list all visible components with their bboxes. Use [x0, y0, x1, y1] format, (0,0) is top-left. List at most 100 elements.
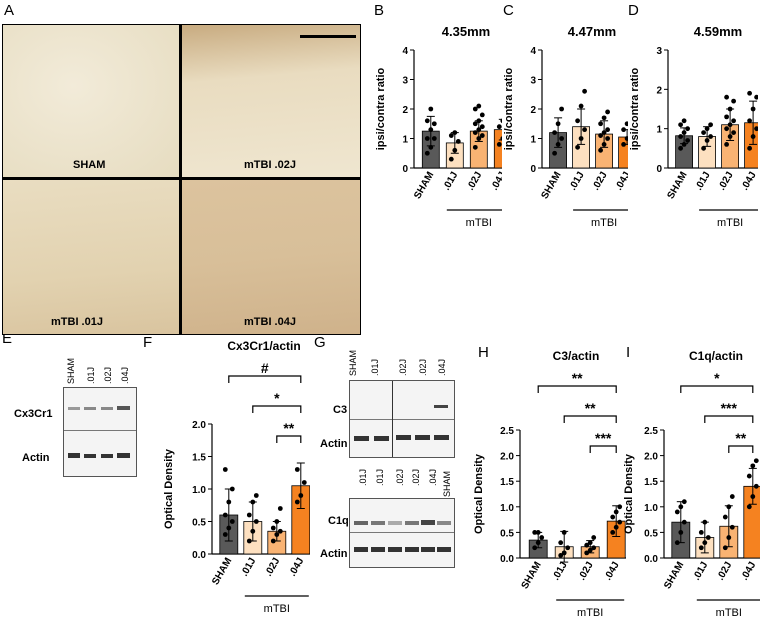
- y-tick-label: 0: [530, 164, 536, 175]
- y-tick-label: 1.0: [644, 503, 658, 514]
- category-label: SHAM: [665, 170, 689, 201]
- category-label: .04J: [287, 556, 306, 578]
- data-point: [601, 115, 607, 121]
- data-point: [452, 147, 458, 153]
- data-point: [610, 530, 616, 535]
- y-tick-label: 1.5: [500, 477, 514, 488]
- category-label: .01J: [441, 170, 460, 192]
- significance-label: #: [261, 360, 269, 376]
- data-point: [532, 530, 538, 535]
- group-label: mTBI: [264, 603, 290, 615]
- significance-bracket: [680, 385, 754, 393]
- data-point: [455, 139, 461, 144]
- micrograph-label-02j: mTBI .02J: [244, 159, 296, 171]
- data-point: [476, 103, 482, 109]
- blot-g-bottom-membrane: [349, 498, 455, 568]
- micrograph-mtbi-02j: mTBI .02J: [182, 25, 360, 177]
- data-point: [617, 519, 623, 525]
- data-point: [746, 504, 752, 510]
- data-point: [587, 540, 593, 546]
- chart-title: 4.59mm: [694, 24, 742, 39]
- data-point: [555, 121, 561, 127]
- panel-letter-h: H: [478, 344, 489, 361]
- data-point: [294, 467, 300, 472]
- data-point: [678, 145, 683, 151]
- data-point: [448, 156, 454, 162]
- data-point: [578, 136, 584, 141]
- data-point: [246, 512, 252, 518]
- panel-letter-g: G: [314, 334, 326, 351]
- micrograph-sham: SHAM: [3, 25, 179, 177]
- data-point: [253, 493, 259, 498]
- data-point: [496, 142, 502, 147]
- data-point: [727, 106, 733, 112]
- y-axis-label: Optical Density: [473, 453, 485, 534]
- data-point: [681, 130, 687, 135]
- y-tick-label: 0.5: [192, 518, 206, 529]
- significance-label: **: [585, 400, 596, 416]
- data-point: [250, 499, 256, 505]
- data-point: [575, 118, 580, 124]
- data-point: [750, 106, 756, 112]
- y-axis-label: ipsi/contra ratio: [629, 67, 641, 150]
- blot-e-row-actin: Actin: [22, 452, 50, 464]
- blot-e-lane-1: .01J: [86, 366, 96, 384]
- data-point: [274, 519, 280, 524]
- chart-title: C3/actin: [553, 349, 600, 363]
- category-label: .01J: [239, 556, 258, 578]
- group-label: mTBI: [717, 217, 743, 229]
- category-label: .04J: [603, 560, 622, 582]
- panel-letter-d: D: [628, 2, 639, 19]
- data-point: [532, 545, 538, 551]
- data-point: [222, 532, 228, 537]
- data-point: [678, 530, 684, 535]
- data-point: [605, 127, 610, 133]
- blot-g-bottom-lane-4: .04J: [428, 468, 438, 486]
- data-point: [452, 130, 458, 135]
- data-point: [704, 126, 710, 132]
- data-point: [250, 528, 256, 534]
- category-label: .01J: [567, 170, 586, 192]
- significance-label: **: [735, 430, 746, 446]
- data-point: [598, 133, 603, 138]
- data-point: [476, 136, 482, 141]
- data-point: [274, 532, 280, 537]
- data-point: [496, 124, 502, 130]
- data-point: [277, 528, 283, 534]
- category-label: SHAM: [210, 556, 234, 587]
- y-tick-label: 3: [402, 76, 408, 87]
- data-point: [750, 494, 756, 499]
- y-tick-label: 0: [656, 164, 662, 175]
- y-tick-label: 2.5: [500, 426, 514, 437]
- data-point: [724, 114, 729, 120]
- blot-g-bottom-lane-1: .01J: [375, 468, 385, 486]
- blot-g-bottom-lane-0: .01J: [358, 468, 368, 486]
- category-label: .01J: [691, 560, 710, 582]
- chart-c: 4.47mm ipsi/contra ratio 0 1 2 3 4 SHAM .01J .02J…: [503, 24, 628, 229]
- data-point: [277, 506, 283, 511]
- data-point: [708, 134, 713, 139]
- blot-g-top-lane-1: .01J: [370, 358, 380, 376]
- panel-letter-e: E: [2, 330, 13, 347]
- category-label: SHAM: [539, 170, 563, 201]
- micrograph-grid: SHAM mTBI .02J mTBI .01J mTBI .04J: [2, 24, 361, 335]
- blot-g-bottom-lane-5: SHAM: [442, 470, 452, 497]
- data-point: [731, 130, 736, 135]
- y-tick-label: 2: [530, 105, 536, 116]
- chart-d: 4.59mm ipsi/contra ratio 0 1 2 3 SHAM .01J .02J.…: [629, 24, 758, 229]
- blot-g-row-actin-top: Actin: [320, 438, 348, 450]
- panel-letter-a: A: [4, 2, 15, 19]
- data-point: [424, 150, 430, 156]
- data-point: [229, 486, 235, 492]
- data-point: [253, 519, 259, 524]
- significance-bracket: [228, 375, 302, 383]
- y-tick-label: 3: [656, 46, 662, 57]
- data-point: [226, 525, 232, 531]
- data-point: [747, 118, 752, 124]
- chart-f: Cx3Cr1/actin Optical Density 0.0 0.5 1.0 1.5 2…: [163, 339, 310, 615]
- data-point: [701, 130, 706, 135]
- blot-e-lane-2: .02J: [103, 366, 113, 384]
- category-label: SHAM: [662, 560, 686, 591]
- data-point: [705, 535, 711, 540]
- blot-g-top-membrane: [349, 380, 455, 458]
